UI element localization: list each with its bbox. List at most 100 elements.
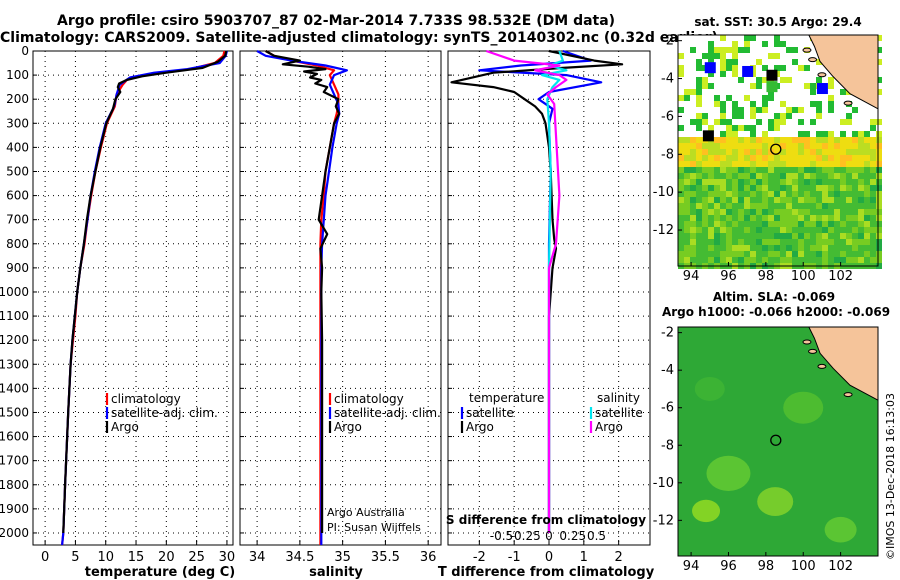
sst-pixel	[846, 149, 852, 155]
sst-pixel	[696, 71, 702, 77]
sst-pixel	[792, 107, 798, 113]
sst-pixel	[798, 179, 804, 185]
sst-pixel	[690, 101, 696, 107]
sst-pixel	[756, 245, 762, 251]
sst-pixel	[714, 53, 720, 59]
sst-pixel	[846, 221, 852, 227]
sst-pixel	[762, 53, 768, 59]
sst-map-marker	[766, 81, 778, 93]
sst-pixel	[726, 245, 732, 251]
sst-pixel	[780, 47, 786, 53]
difference-legend-temperature-satellite-label: satellite	[466, 406, 514, 420]
sst-pixel	[804, 65, 810, 71]
sst-map-marker	[816, 83, 828, 95]
sst-pixel	[678, 251, 684, 257]
sst-pixel	[834, 197, 840, 203]
sst-pixel	[768, 125, 774, 131]
sst-pixel	[720, 149, 726, 155]
sst-pixel	[846, 233, 852, 239]
salinity-profile-series-line	[265, 50, 341, 533]
sst-pixel	[780, 257, 786, 263]
sst-pixel	[738, 41, 744, 47]
sst-pixel	[852, 251, 858, 257]
sst-pixel	[714, 161, 720, 167]
sst-pixel	[732, 119, 738, 125]
difference-legend-temperature-title: temperature	[469, 391, 544, 405]
sst-pixel	[684, 227, 690, 233]
sst-pixel	[720, 209, 726, 215]
sst-pixel	[696, 173, 702, 179]
sst-pixel	[690, 41, 696, 47]
difference-profile-xlabel: T difference from climatology	[438, 565, 655, 580]
sst-pixel	[702, 41, 708, 47]
sst-pixel	[774, 107, 780, 113]
sst-pixel	[714, 47, 720, 53]
sst-pixel	[744, 119, 750, 125]
sst-pixel	[840, 251, 846, 257]
sst-pixel	[738, 173, 744, 179]
sst-pixel	[876, 143, 882, 149]
sst-pixel	[774, 125, 780, 131]
sst-pixel	[870, 221, 876, 227]
sst-pixel	[810, 83, 816, 89]
sst-pixel	[786, 77, 792, 83]
sst-pixel	[720, 65, 726, 71]
sst-pixel	[792, 71, 798, 77]
sla-map-ytick-label: -6	[661, 401, 674, 416]
sst-pixel	[708, 143, 714, 149]
sst-pixel	[792, 227, 798, 233]
sst-pixel	[852, 203, 858, 209]
sst-pixel	[780, 107, 786, 113]
sst-pixel	[744, 53, 750, 59]
sst-pixel	[876, 251, 882, 257]
sst-pixel	[738, 227, 744, 233]
sst-pixel	[804, 197, 810, 203]
sla-map-island	[802, 339, 812, 345]
sst-pixel	[798, 155, 804, 161]
sst-pixel	[690, 179, 696, 185]
sst-pixel	[690, 47, 696, 53]
sst-pixel	[678, 179, 684, 185]
sst-pixel	[762, 167, 768, 173]
sst-pixel	[720, 179, 726, 185]
sst-pixel	[744, 59, 750, 65]
sst-pixel	[822, 131, 828, 137]
sst-pixel	[702, 257, 708, 263]
sst-pixel	[846, 191, 852, 197]
sst-pixel	[756, 197, 762, 203]
sst-pixel	[786, 215, 792, 221]
sla-map-island	[808, 348, 818, 354]
sst-pixel	[732, 143, 738, 149]
sst-pixel	[726, 89, 732, 95]
sst-pixel	[708, 53, 714, 59]
sst-pixel	[870, 215, 876, 221]
sst-map-marker	[742, 65, 754, 77]
difference-xtick2-label: -0.25	[510, 529, 541, 543]
sst-pixel	[678, 173, 684, 179]
sst-pixel	[780, 125, 786, 131]
sst-pixel	[792, 251, 798, 257]
sst-pixel	[864, 131, 870, 137]
sst-pixel	[828, 155, 834, 161]
sst-pixel	[744, 191, 750, 197]
sst-pixel	[732, 131, 738, 137]
sst-pixel	[810, 203, 816, 209]
sst-pixel	[708, 161, 714, 167]
sst-pixel	[834, 143, 840, 149]
sst-pixel	[702, 233, 708, 239]
sst-pixel	[840, 161, 846, 167]
sst-pixel	[804, 233, 810, 239]
sst-pixel	[780, 203, 786, 209]
sst-pixel	[786, 245, 792, 251]
sst-pixel	[696, 95, 702, 101]
sst-pixel	[798, 41, 804, 47]
sst-pixel	[798, 35, 804, 41]
sst-pixel	[762, 179, 768, 185]
sst-pixel	[744, 161, 750, 167]
sst-pixel	[852, 107, 858, 113]
sst-pixel	[690, 83, 696, 89]
sst-pixel	[696, 215, 702, 221]
sst-pixel	[738, 161, 744, 167]
sst-pixel	[846, 137, 852, 143]
sst-pixel	[690, 257, 696, 263]
